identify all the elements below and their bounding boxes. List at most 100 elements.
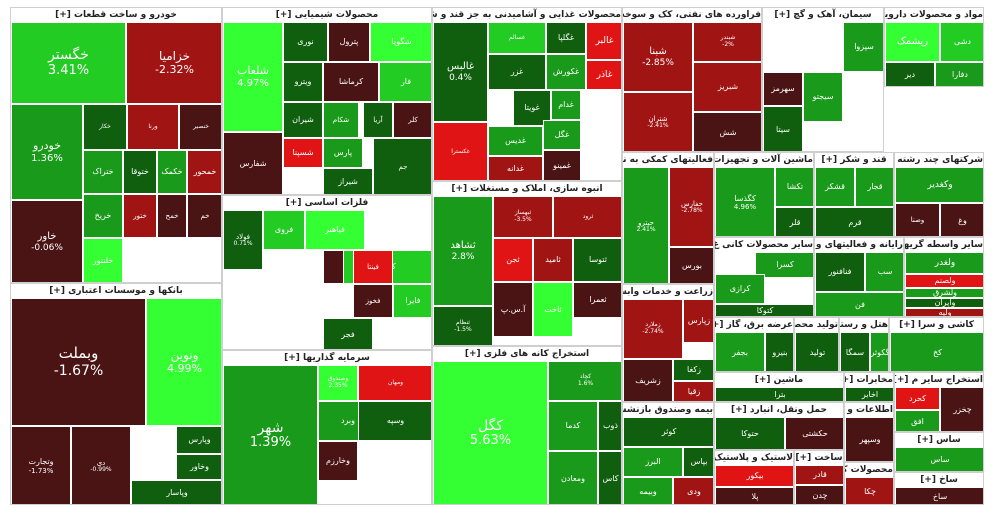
stock-tile[interactable]: اخابر bbox=[845, 387, 893, 401]
sector-title[interactable]: ساخ [+] bbox=[920, 475, 958, 485]
stock-tile[interactable]: فایرا bbox=[393, 284, 431, 318]
stock-tile[interactable]: دشی bbox=[940, 22, 983, 62]
stock-tile[interactable]: شش bbox=[693, 112, 761, 151]
sector-title[interactable]: حمل ونقل، انبارد [+] bbox=[731, 405, 827, 415]
sector-title[interactable]: سرمایه گذاریها [+] bbox=[284, 353, 370, 363]
stock-tile[interactable]: خمحور bbox=[187, 150, 221, 194]
stock-tile[interactable]: شلعاب 4.97% bbox=[223, 22, 283, 132]
sector-title[interactable]: بانکها و موسسات اعتباری [+] bbox=[49, 286, 183, 296]
stock-tile[interactable]: غگل bbox=[543, 120, 581, 150]
stock-tile[interactable]: فینتا bbox=[353, 250, 393, 284]
stock-tile[interactable]: شکام bbox=[323, 102, 359, 138]
sector-2[interactable]: محصولات شیمیایی [+] شلعاب 4.97% نوری پترول شگ… bbox=[222, 7, 432, 195]
sector-28[interactable]: حمل ونقل، انبارد [+] حتوکا حکشتی bbox=[714, 402, 844, 450]
sector-title[interactable]: استخراج سایر م [+] bbox=[895, 375, 983, 385]
sector-title[interactable]: شرکتهای چند رشته ا [+] bbox=[895, 155, 983, 165]
stock-tile[interactable]: ختوقا bbox=[123, 150, 157, 194]
stock-tile[interactable]: ثنظام -1.5% bbox=[433, 306, 493, 345]
sector-title[interactable]: محصولات غذایی و آشامیدنی به جز قند و شکر… bbox=[433, 10, 621, 20]
sector-title[interactable]: فلزات اساسی [+] bbox=[285, 198, 369, 208]
stock-tile[interactable]: افق bbox=[895, 410, 940, 431]
sector-32[interactable]: محصولات کا [+] چکا bbox=[844, 462, 894, 505]
stock-tile[interactable]: پترول bbox=[328, 22, 370, 62]
stock-tile[interactable]: غدانه bbox=[488, 156, 543, 180]
sector-title[interactable]: سایر محصولات کانی غ [+] bbox=[715, 240, 813, 250]
stock-tile[interactable]: سیتا bbox=[763, 106, 803, 151]
sector-22[interactable]: هتل و رستو [+] سمگا گکوثر bbox=[839, 317, 889, 372]
stock-tile[interactable]: ونوین 4.99% bbox=[146, 298, 221, 426]
sector-7[interactable]: بانکها و موسسات اعتباری [+] وبملت -1.67% ون… bbox=[10, 283, 222, 505]
stock-tile[interactable]: خودرو 1.36% bbox=[11, 104, 83, 200]
sector-4[interactable]: فراورده های نفتی، کک و سوخت هس [+]شبنا-2… bbox=[622, 7, 762, 152]
stock-tile[interactable]: ساخ bbox=[895, 487, 983, 504]
sector-5[interactable]: سیمان، آهک و گچ [+] سپزوا سهرمز سیجتو سیتا bbox=[762, 7, 884, 152]
stock-tile[interactable]: دفارا bbox=[935, 62, 983, 86]
sector-title[interactable]: اطلاعات و ار [+] bbox=[845, 405, 893, 415]
stock-tile[interactable]: وبملت -1.67% bbox=[11, 298, 146, 426]
sector-title[interactable]: زراعت و خدمات وابسته [+] bbox=[623, 287, 713, 297]
stock-tile[interactable]: خلنتور bbox=[83, 238, 123, 282]
sector-title[interactable]: رایانه و فعالیتهای و [+] bbox=[815, 240, 903, 250]
stock-tile[interactable]: بپاس bbox=[683, 447, 713, 477]
sector-6[interactable]: مواد و محصولات دارویی [+] ریشمک دشی دیر دفار… bbox=[884, 7, 984, 87]
stock-tile[interactable]: چدن bbox=[795, 485, 843, 504]
sector-15[interactable]: شرکتهای چند رشته ا [+] وکغدیر وصنا وغ bbox=[894, 152, 984, 237]
sector-title[interactable]: خودرو و ساخت قطعات [+] bbox=[55, 10, 177, 20]
stock-tile[interactable]: ورنا bbox=[127, 104, 179, 150]
stock-tile[interactable]: غدام bbox=[551, 90, 581, 120]
stock-tile[interactable]: غالبر bbox=[586, 22, 621, 60]
stock-tile[interactable]: فپاهنر bbox=[305, 210, 365, 250]
stock-tile[interactable]: غزر bbox=[488, 54, 546, 90]
sector-14[interactable]: قند و شکر [+] قشکر قجار قرم bbox=[814, 152, 894, 237]
stock-tile[interactable]: کگذسا 4.96% bbox=[715, 167, 775, 236]
stock-tile[interactable]: ختراک bbox=[83, 150, 123, 194]
sector-23[interactable]: کاشی و سرا [+] کخ bbox=[889, 317, 984, 372]
stock-tile[interactable]: زکغا bbox=[673, 359, 713, 381]
stock-tile[interactable]: کرازی bbox=[715, 274, 765, 304]
stock-tile[interactable]: شبریز bbox=[693, 62, 761, 112]
stock-tile[interactable]: شیران bbox=[283, 102, 323, 138]
stock-tile[interactable]: ولغدر bbox=[905, 252, 983, 274]
stock-tile[interactable]: کگل 5.63% bbox=[433, 361, 548, 504]
stock-tile[interactable]: ثامید bbox=[533, 238, 573, 282]
sector-33[interactable]: ساس [+] ساس bbox=[894, 432, 984, 472]
stock-tile[interactable]: بیکور bbox=[715, 465, 793, 487]
stock-tile[interactable]: خکمک bbox=[157, 150, 187, 194]
stock-tile[interactable]: فجر bbox=[323, 318, 373, 349]
sector-title[interactable]: ساخت [+] bbox=[795, 453, 843, 463]
sector-title[interactable]: بیمه وصندوق بازنشس [+] bbox=[623, 405, 713, 415]
sector-title[interactable]: ساس [+] bbox=[917, 435, 961, 445]
stock-tile[interactable]: کخ bbox=[890, 332, 983, 371]
stock-tile[interactable]: خکار bbox=[83, 104, 127, 150]
stock-tile[interactable]: وتجارت -1.73% bbox=[11, 426, 71, 504]
stock-tile[interactable]: غکسترا bbox=[433, 122, 488, 180]
stock-tile[interactable]: شفارس bbox=[223, 132, 283, 194]
stock-tile[interactable]: ومعادن bbox=[548, 451, 598, 504]
stock-tile[interactable]: غالبس 0.4% bbox=[433, 22, 488, 122]
sector-title[interactable]: هتل و رستو [+] bbox=[840, 320, 888, 330]
stock-tile[interactable]: بورس bbox=[669, 247, 713, 283]
stock-tile[interactable]: قشکر bbox=[815, 167, 855, 207]
stock-tile[interactable]: قجار bbox=[855, 167, 893, 207]
stock-tile[interactable]: نوری bbox=[283, 22, 328, 62]
sector-title[interactable]: قند و شکر [+] bbox=[821, 155, 887, 165]
stock-tile[interactable]: ومهان bbox=[358, 365, 431, 401]
stock-tile[interactable]: فن bbox=[815, 292, 903, 316]
stock-tile[interactable]: غکورش bbox=[546, 54, 586, 90]
stock-tile[interactable]: ثبهساز -3.5% bbox=[493, 196, 553, 238]
stock-tile[interactable]: پلا bbox=[715, 487, 793, 504]
stock-tile[interactable]: خنصیر bbox=[179, 104, 221, 150]
stock-tile[interactable]: ولصنم bbox=[905, 274, 983, 288]
stock-tile[interactable]: فروی bbox=[263, 210, 305, 250]
sector-title[interactable]: فعالیتهای کمکی به نها [+] bbox=[623, 155, 713, 165]
stock-tile[interactable]: سمگا bbox=[840, 332, 870, 371]
stock-tile[interactable]: غویتا bbox=[513, 90, 551, 126]
stock-tile[interactable]: وپاسار bbox=[131, 480, 221, 504]
sector-19[interactable]: زراعت و خدمات وابسته [+] زملارد-2.74% زپار… bbox=[622, 284, 714, 402]
sector-12[interactable]: فعالیتهای کمکی به نها [+]حپترو2.41%حفارس… bbox=[622, 152, 714, 284]
sector-title[interactable]: استخراج کانه های فلزی [+] bbox=[464, 349, 590, 359]
stock-tile[interactable]: کسرا bbox=[755, 252, 813, 278]
stock-tile[interactable]: کرماشا bbox=[323, 62, 379, 102]
stock-tile[interactable]: سب bbox=[865, 252, 903, 292]
